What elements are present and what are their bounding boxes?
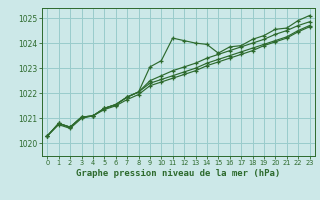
X-axis label: Graphe pression niveau de la mer (hPa): Graphe pression niveau de la mer (hPa) bbox=[76, 169, 281, 178]
